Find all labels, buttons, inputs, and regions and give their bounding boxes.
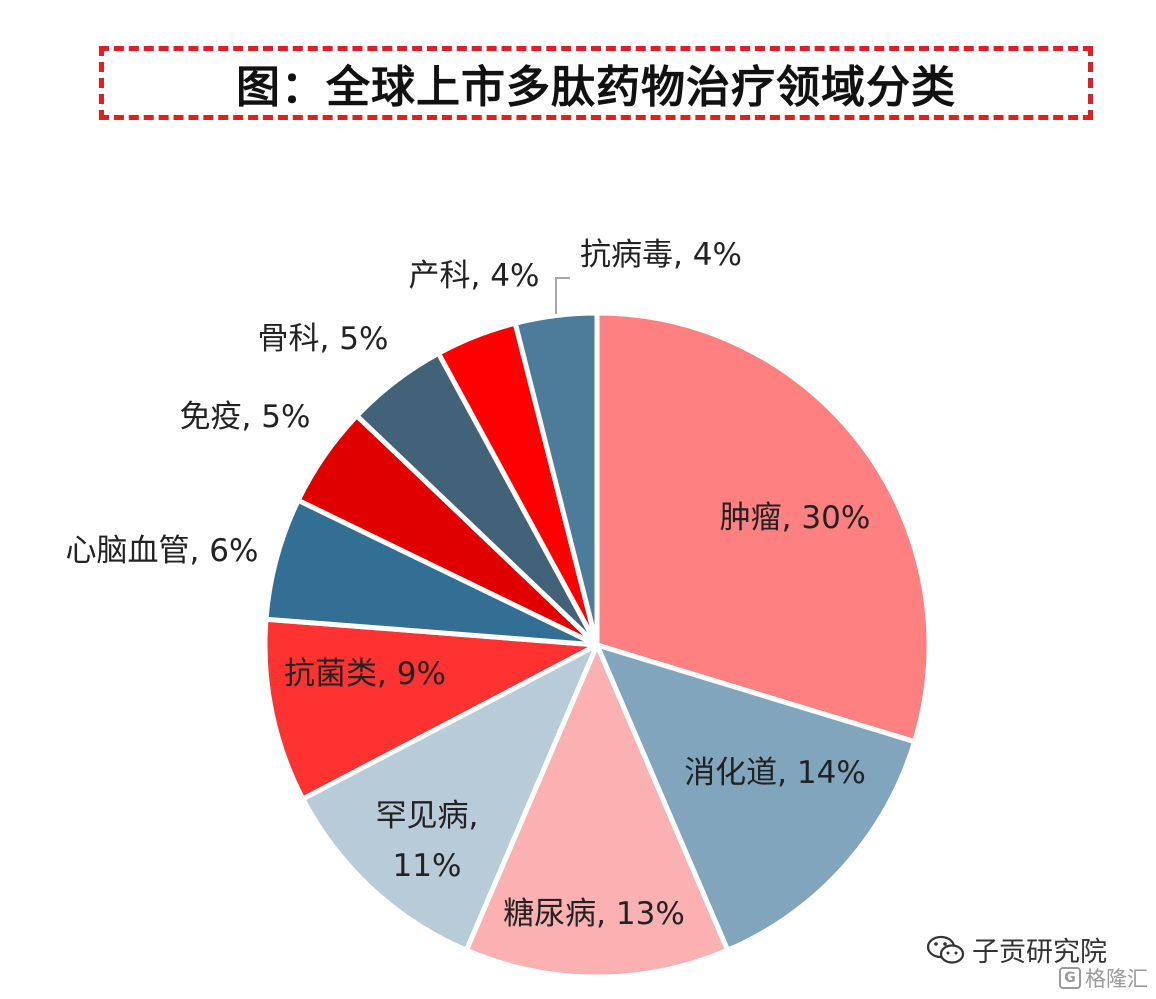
slice-label-4: 罕见病, 11% bbox=[376, 798, 479, 884]
brand-logo: G 格隆汇 bbox=[1059, 963, 1148, 993]
wechat-icon bbox=[926, 935, 965, 964]
pie-slice-1 bbox=[594, 310, 932, 745]
pie-slice-3 bbox=[463, 642, 731, 980]
leader-line-antiviral bbox=[555, 277, 570, 314]
pie-slice-2 bbox=[594, 642, 918, 953]
pie-slice-10 bbox=[512, 310, 600, 648]
slice-label-3: 糖尿病, 13% bbox=[503, 896, 685, 932]
slice-label-2: 消化道, 14% bbox=[684, 755, 866, 791]
gelonghui-logo-icon: G bbox=[1059, 967, 1081, 989]
watermark: 子贡研究院 bbox=[926, 930, 1107, 969]
slice-label-1: 肿瘤, 30% bbox=[720, 500, 871, 536]
slice-label-5: 抗菌类, 9% bbox=[284, 656, 446, 692]
brand-text: 格隆汇 bbox=[1085, 967, 1148, 991]
title-box: 图：全球上市多肽药物治疗领域分类 bbox=[99, 46, 1093, 120]
slice-label-6: 心脑血管, 6% bbox=[66, 533, 259, 569]
slice-label-10: 抗病毒, 4% bbox=[580, 237, 742, 273]
slice-label-8: 骨科, 5% bbox=[258, 321, 389, 357]
slice-label-9: 产科, 4% bbox=[409, 258, 540, 294]
slice-label-7: 免疫, 5% bbox=[180, 399, 311, 435]
chart-title: 图：全球上市多肽药物治疗领域分类 bbox=[236, 62, 956, 113]
pie-slice-4 bbox=[300, 642, 600, 953]
pie-slice-5 bbox=[262, 616, 600, 802]
watermark-text: 子贡研究院 bbox=[972, 937, 1107, 968]
